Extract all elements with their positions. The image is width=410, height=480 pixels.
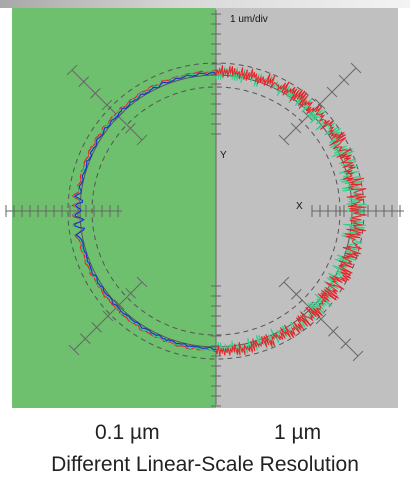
upper-left-tick-bar-tick — [90, 88, 101, 99]
right-green-trace — [215, 66, 368, 355]
x-axis-label: X — [296, 201, 303, 212]
lower-right-tick-bar-tick — [315, 313, 327, 325]
lower-left-tick-bar-tick — [102, 310, 114, 322]
upper-left-tick-bar-tick — [125, 123, 136, 134]
reference-circle — [67, 62, 365, 360]
upper-right-tick-bar-tick — [350, 62, 362, 74]
upper-left-tick-bar-tick — [66, 64, 78, 76]
figure-caption: Different Linear-Scale Resolution — [51, 453, 359, 476]
measured-traces — [71, 65, 368, 357]
lower-right-tick-bar-tick — [352, 350, 364, 362]
upper-left-tick-bar-tick — [78, 76, 89, 87]
upper-right-tick-bar-tick — [278, 134, 290, 146]
right-red-trace — [215, 65, 367, 357]
reference-circle — [91, 86, 341, 336]
upper-right-tick-bar-tick — [338, 74, 350, 86]
lower-right-tick-bar-tick — [291, 289, 302, 300]
header-gradient-strip — [0, 0, 410, 8]
lower-left-tick-bar-tick — [91, 322, 102, 333]
lower-left-tick-bar-tick — [114, 299, 125, 310]
y-axis-label: Y — [220, 150, 227, 161]
upper-right-tick-bar-tick — [314, 98, 326, 110]
grid-ticks — [5, 10, 404, 407]
lower-right-tick-bar-tick — [340, 338, 351, 349]
lower-left-tick-bar-tick — [125, 288, 136, 299]
upper-left-tick-bar-tick — [136, 134, 148, 146]
upper-right-tick-bar-tick — [326, 86, 338, 98]
lower-left-tick-bar-tick — [80, 333, 91, 344]
lower-left-tick-bar-tick — [68, 344, 80, 356]
circular-trace-plot: 1 um/div Y X — [5, 8, 404, 408]
upper-right-tick-bar-tick — [290, 122, 302, 134]
lower-right-tick-bar-tick — [328, 326, 339, 337]
scale-label: 1 um/div — [230, 14, 268, 25]
left-blue-trace — [73, 71, 217, 351]
left-panel-background — [12, 8, 216, 408]
lower-right-tick-bar-tick — [278, 276, 290, 288]
lower-left-tick-bar-tick — [136, 276, 148, 288]
upper-left-tick-bar-tick — [101, 99, 113, 111]
right-resolution-label: 1 µm — [274, 421, 322, 444]
left-resolution-label: 0.1 µm — [95, 421, 160, 444]
